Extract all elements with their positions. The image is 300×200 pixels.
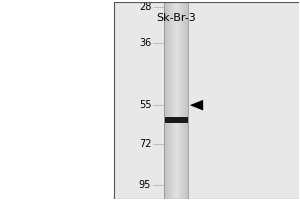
FancyBboxPatch shape bbox=[169, 2, 170, 199]
FancyBboxPatch shape bbox=[165, 2, 166, 199]
Polygon shape bbox=[190, 100, 203, 110]
FancyBboxPatch shape bbox=[1, 2, 114, 199]
FancyBboxPatch shape bbox=[173, 2, 174, 199]
FancyBboxPatch shape bbox=[182, 2, 183, 199]
FancyBboxPatch shape bbox=[174, 2, 175, 199]
FancyBboxPatch shape bbox=[180, 2, 181, 199]
FancyBboxPatch shape bbox=[170, 2, 171, 199]
FancyBboxPatch shape bbox=[172, 2, 173, 199]
FancyBboxPatch shape bbox=[187, 2, 188, 199]
FancyBboxPatch shape bbox=[167, 2, 168, 199]
FancyBboxPatch shape bbox=[168, 2, 169, 199]
FancyBboxPatch shape bbox=[186, 2, 187, 199]
Text: 36: 36 bbox=[139, 38, 151, 48]
FancyBboxPatch shape bbox=[164, 2, 165, 199]
FancyBboxPatch shape bbox=[165, 117, 188, 123]
FancyBboxPatch shape bbox=[183, 2, 184, 199]
FancyBboxPatch shape bbox=[171, 2, 172, 199]
Text: 72: 72 bbox=[139, 139, 151, 149]
FancyBboxPatch shape bbox=[176, 2, 177, 199]
FancyBboxPatch shape bbox=[181, 2, 182, 199]
FancyBboxPatch shape bbox=[178, 2, 179, 199]
Text: 55: 55 bbox=[139, 100, 151, 110]
FancyBboxPatch shape bbox=[179, 2, 180, 199]
FancyBboxPatch shape bbox=[177, 2, 178, 199]
FancyBboxPatch shape bbox=[184, 2, 185, 199]
Text: 28: 28 bbox=[139, 2, 151, 12]
Text: Sk-Br-3: Sk-Br-3 bbox=[156, 13, 196, 23]
FancyBboxPatch shape bbox=[114, 2, 299, 199]
FancyBboxPatch shape bbox=[185, 2, 186, 199]
Text: 95: 95 bbox=[139, 180, 151, 190]
